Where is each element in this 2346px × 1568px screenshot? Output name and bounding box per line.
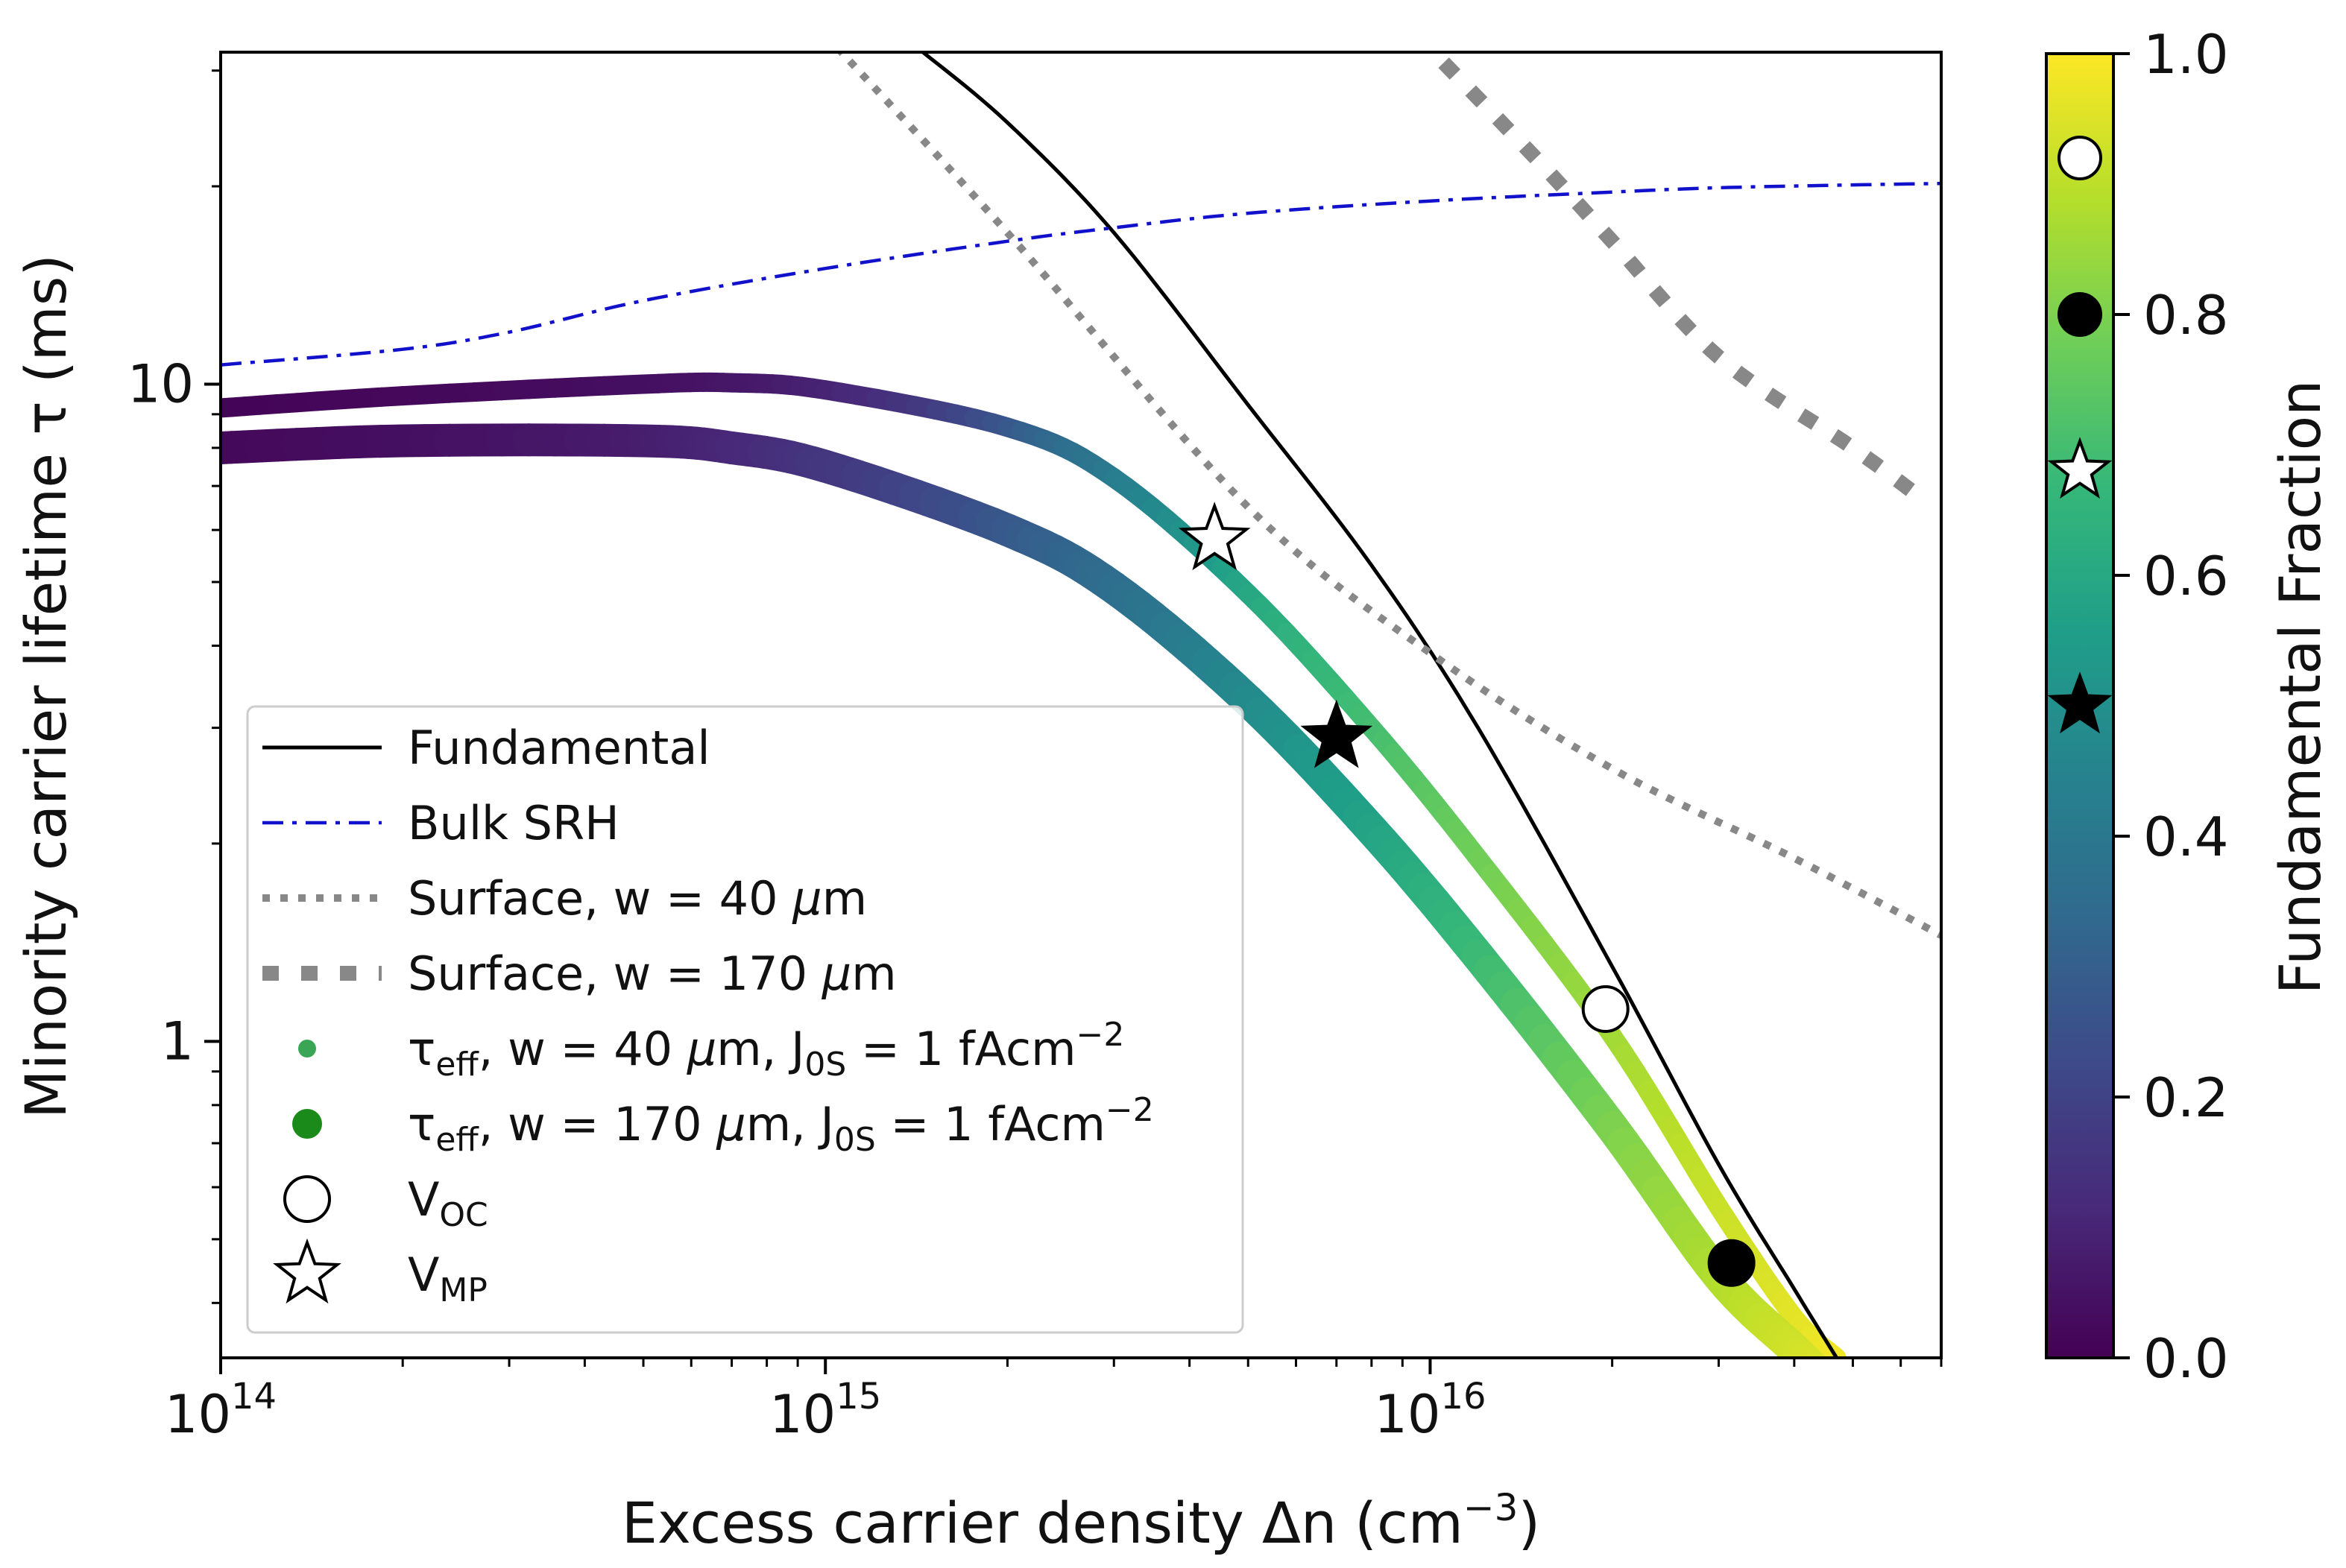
legend-label: Bulk SRH bbox=[408, 796, 619, 850]
marker-circle-filled-2 bbox=[1709, 1241, 1754, 1286]
legend-dot-large bbox=[292, 1109, 322, 1139]
legend-item-6: τeff, w = 170 μm, J0S = 1 fAcm−2 bbox=[292, 1091, 1154, 1159]
legend-label: Fundamental bbox=[408, 721, 710, 775]
colorbar-tick-label: 1.0 bbox=[2143, 23, 2229, 86]
legend-marker bbox=[285, 1177, 329, 1221]
colorbar-label: Fundamental Fraction bbox=[2267, 380, 2333, 995]
legend-item-5: τeff, w = 40 μm, J0S = 1 fAcm−2 bbox=[298, 1016, 1124, 1084]
y-axis-label: Minority carrier lifetime τ (ms) bbox=[13, 254, 79, 1119]
teff-segment bbox=[1829, 1383, 1831, 1385]
teff-segment bbox=[1805, 1359, 1809, 1364]
x-axis-label: Excess carrier density Δn (cm−3) bbox=[622, 1486, 1540, 1556]
teff-segment bbox=[1809, 1364, 1814, 1368]
colorbar-tick-label: 0.6 bbox=[2143, 545, 2229, 607]
teff-segment bbox=[1820, 1375, 1823, 1378]
x-tick-label: 1016 bbox=[1374, 1376, 1486, 1445]
teff-segment bbox=[1826, 1381, 1829, 1383]
colorbar-tick-label: 0.0 bbox=[2143, 1327, 2229, 1390]
legend-dot-small bbox=[298, 1040, 316, 1058]
y-tick-label: 10 bbox=[127, 353, 194, 414]
colorbar-marker-2 bbox=[2059, 294, 2101, 335]
teff-segment bbox=[1824, 1378, 1827, 1381]
colorbar-tick-label: 0.8 bbox=[2143, 284, 2229, 347]
legend-label: Surface, w = 170 μm bbox=[408, 946, 897, 1001]
series-line-2 bbox=[221, 183, 1941, 364]
colorbar: 0.0 0.2 0.4 0.6 0.8 1.0 Fundamental Fraction bbox=[2046, 23, 2333, 1390]
legend-label: Surface, w = 40 μm bbox=[408, 871, 867, 926]
x-tick-label: 1015 bbox=[769, 1376, 881, 1445]
teff-segment bbox=[1814, 1368, 1817, 1372]
colorbar-tick-label: 0.2 bbox=[2143, 1066, 2229, 1129]
teff-segment bbox=[1817, 1372, 1821, 1376]
marker-circle-open-1 bbox=[1583, 987, 1628, 1031]
series-line-4 bbox=[1416, 35, 1921, 499]
y-tick-label: 1 bbox=[160, 1011, 194, 1072]
legend-label: τeff, w = 170 μm, J0S = 1 fAcm−2 bbox=[408, 1091, 1154, 1159]
legend-label: τeff, w = 40 μm, J0S = 1 fAcm−2 bbox=[408, 1016, 1124, 1084]
legend: Fundamental Bulk SRH Surface, w = 40 μm Sur… bbox=[247, 706, 1243, 1333]
x-tick-label: 1014 bbox=[165, 1376, 277, 1445]
colorbar-marker-1 bbox=[2059, 137, 2101, 179]
colorbar-tick-label: 0.4 bbox=[2143, 806, 2229, 868]
